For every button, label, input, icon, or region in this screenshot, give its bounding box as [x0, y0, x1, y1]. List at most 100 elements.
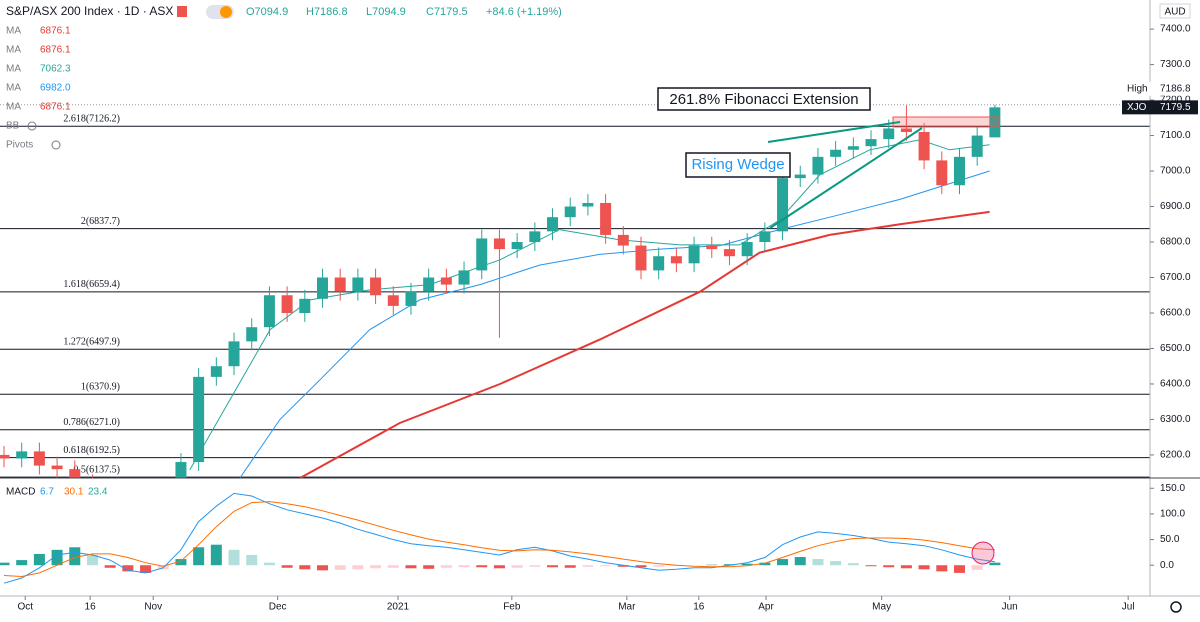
candle-body: [228, 341, 240, 367]
macd-histogram: [33, 553, 45, 566]
macd-histogram: [759, 562, 771, 566]
macd-histogram: [16, 560, 28, 566]
x-tick-label: Jun: [1002, 602, 1018, 613]
candle-body: [600, 202, 612, 235]
indicator-name: MA: [6, 45, 21, 56]
candle-body: [33, 451, 45, 466]
candle-body: [158, 498, 169, 512]
macd-histogram: [706, 564, 718, 566]
y-tick-label: 6800.0: [1160, 237, 1191, 248]
macd-histogram: [122, 565, 134, 572]
fib-label: 1(6370.9): [81, 382, 120, 393]
x-tick-label: 16: [85, 602, 97, 613]
y-tick-label: 7300.0: [1160, 59, 1191, 70]
indicator-value: 6876.1: [40, 26, 71, 37]
y-tick-label: 6200.0: [1160, 450, 1191, 461]
macd-histogram: [370, 565, 382, 569]
macd-histogram: [812, 559, 824, 566]
x-tick-label: Nov: [144, 602, 162, 613]
toggle-knob[interactable]: [220, 6, 232, 18]
x-tick-label: May: [872, 602, 891, 613]
y-tick-label: 6600.0: [1160, 308, 1191, 319]
x-tick-label: Feb: [503, 602, 521, 613]
candle-body: [263, 295, 275, 328]
macd-histogram: [971, 565, 983, 570]
macd-label: MACD: [6, 487, 35, 498]
candle-body: [918, 132, 930, 161]
macd-histogram: [635, 565, 647, 568]
indicator-name: BB: [6, 121, 20, 132]
macd-histogram: [263, 562, 275, 566]
macd-histogram: [228, 549, 240, 566]
macd-histogram: [423, 565, 435, 569]
y-tick-label: 6400.0: [1160, 379, 1191, 390]
resistance-zone: [892, 116, 999, 128]
candle-body: [16, 451, 28, 459]
candle-body: [387, 295, 399, 306]
x-tick-label: Dec: [269, 602, 287, 613]
candle-body: [777, 178, 789, 232]
candle-body: [299, 298, 311, 313]
macd-histogram: [547, 565, 559, 568]
candle-body: [617, 234, 629, 246]
y-tick-label: 6500.0: [1160, 343, 1191, 354]
signal-line: [3, 501, 995, 578]
candle-body: [51, 465, 63, 470]
macd-histogram: [529, 565, 541, 567]
candle-body: [759, 231, 771, 243]
fib-label: 1.618(6659.4): [63, 279, 120, 290]
candle-body: [830, 149, 842, 157]
price-tag: [1122, 81, 1198, 96]
fib-label: 2(6837.7): [81, 216, 120, 227]
settings-icon[interactable]: [1170, 601, 1182, 613]
candle-body: [140, 512, 151, 523]
ohlc-high: H7186.8: [306, 6, 348, 18]
candle-body: [812, 156, 824, 175]
currency-box: [1159, 3, 1191, 19]
candle-body: [741, 242, 753, 257]
price-tag-value: 7186.8: [1160, 83, 1191, 94]
macd-histogram: [140, 565, 152, 573]
candle-body: [794, 174, 806, 179]
macd-histogram: [794, 557, 806, 566]
macd-histogram: [281, 565, 293, 568]
candle-body: [635, 245, 647, 271]
macd-y-tick-label: 150.0: [1160, 483, 1185, 494]
symbol-title: S&P/ASX 200 Index · 1D · ASX: [6, 4, 173, 18]
macd-histogram: [299, 565, 311, 570]
y-tick-label: 7000.0: [1160, 166, 1191, 177]
macd-histogram: [564, 565, 576, 568]
macd-histogram: [405, 565, 417, 569]
macd-line: [3, 492, 995, 584]
macd-pane: [0, 492, 1001, 584]
macd-histogram: [653, 565, 665, 567]
fib-label: 0.618(6192.5): [63, 445, 120, 456]
ohlc-close: C7179.5: [426, 6, 468, 18]
fib-label: 0.786(6271.0): [63, 417, 120, 428]
candle-body: [564, 206, 576, 218]
macd-reading: 30.1: [64, 487, 84, 498]
candle-body: [493, 238, 505, 250]
macd-y-tick-label: 0.0: [1160, 560, 1174, 571]
annotation: Rising Wedge: [691, 156, 784, 173]
visibility-icon[interactable]: [51, 140, 61, 150]
macd-histogram: [989, 562, 1001, 566]
price-tag: [1122, 100, 1198, 115]
candle-body: [529, 231, 541, 243]
candle-body: [334, 277, 346, 292]
candle-body: [847, 146, 859, 150]
ohlc-change: +84.6 (+1.19%): [486, 6, 562, 18]
fib-label: 0.5(6137.5): [73, 464, 120, 475]
macd-histogram: [493, 565, 505, 569]
visibility-icon[interactable]: [27, 121, 37, 131]
macd-histogram: [440, 565, 452, 568]
candle-body: [706, 245, 718, 250]
candle-body: [405, 291, 417, 306]
currency: AUD: [1164, 7, 1185, 18]
indicator-value: 7062.3: [40, 64, 71, 75]
macd-y-tick-label: 100.0: [1160, 509, 1185, 520]
flag-icon[interactable]: [177, 6, 187, 17]
macd-histogram: [69, 547, 81, 566]
